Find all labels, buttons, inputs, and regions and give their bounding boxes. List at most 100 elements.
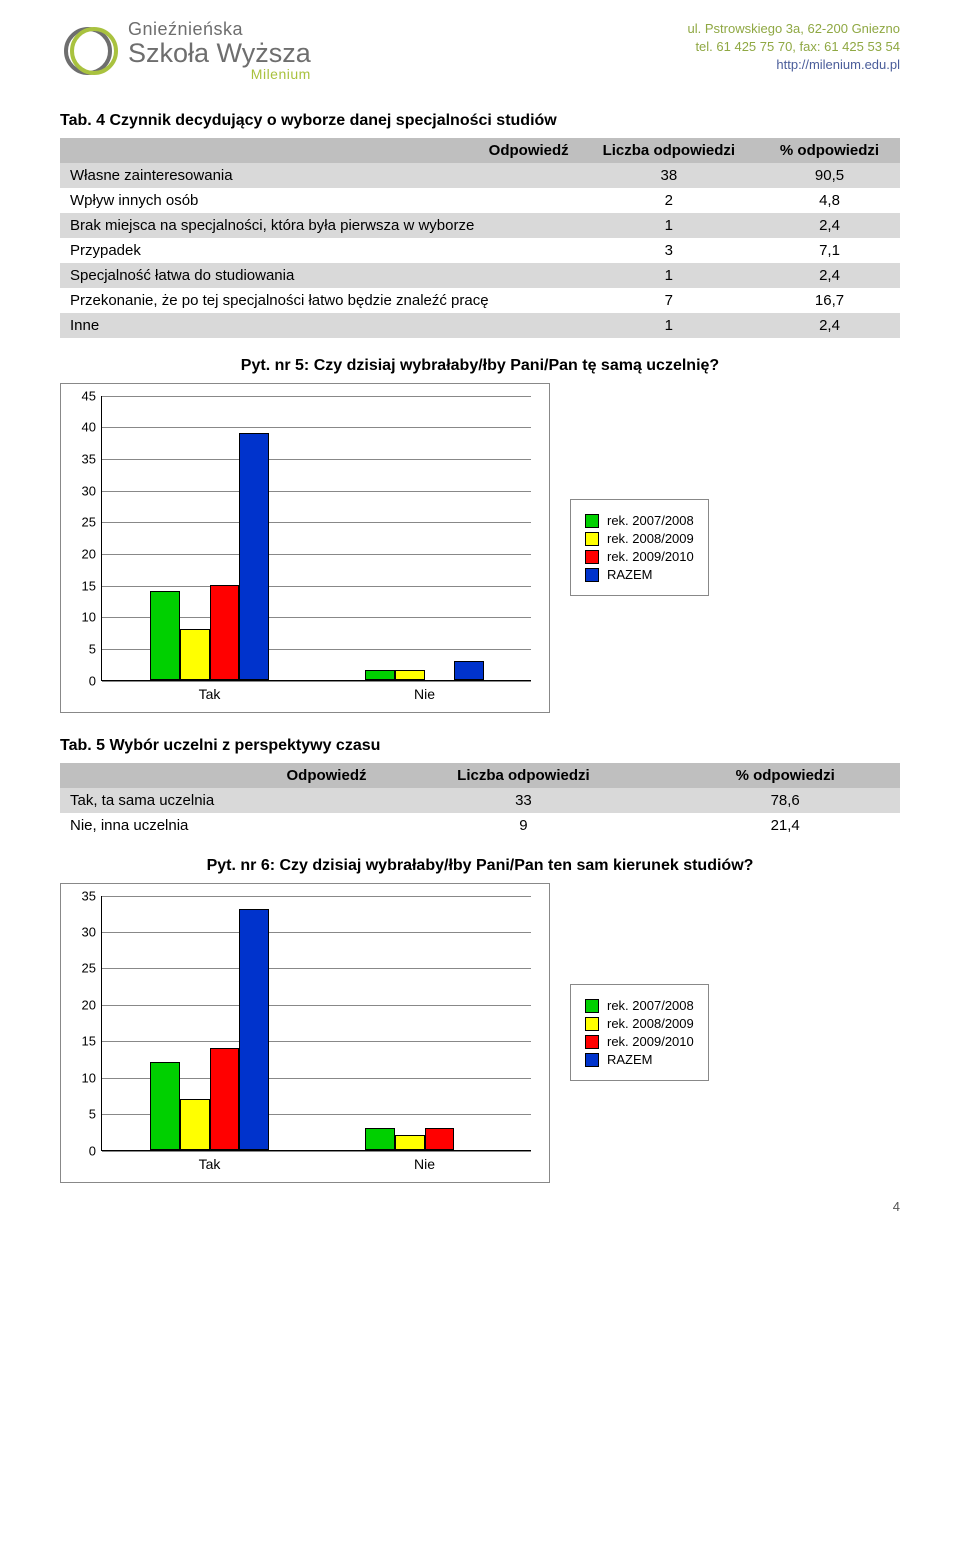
chart6-bar: [210, 1048, 240, 1150]
contact-url: http://milenium.edu.pl: [688, 56, 900, 74]
table4-cell-label: Brak miejsca na specjalności, która była…: [60, 213, 579, 238]
chart6-bar: [425, 1128, 455, 1150]
table5-cell-pct: 78,6: [670, 788, 900, 813]
chart5-plot: 051015202530354045TakNie: [101, 396, 531, 681]
logo-line2: Szkoła Wyższa: [128, 39, 311, 67]
chart6-gridline: [102, 1041, 531, 1042]
table4-cell-count: 1: [579, 263, 759, 288]
chart6-title: Pyt. nr 6: Czy dzisiaj wybrałaby/łby Pan…: [60, 856, 900, 877]
chart6-legend-label: rek. 2007/2008: [607, 998, 694, 1013]
logo: Gnieźnieńska Szkoła Wyższa Milenium: [60, 20, 311, 82]
chart5-gridline: [102, 586, 531, 587]
table4-col-1: Liczba odpowiedzi: [579, 138, 759, 163]
chart5-legend: rek. 2007/2008rek. 2008/2009rek. 2009/20…: [570, 499, 709, 596]
chart5-gridline: [102, 554, 531, 555]
chart6-xtick: Tak: [170, 1150, 250, 1172]
chart5-gridline: [102, 522, 531, 523]
chart6-ytick: 25: [82, 961, 102, 976]
chart5-area: 051015202530354045TakNie: [60, 383, 550, 713]
table4-cell-label: Własne zainteresowania: [60, 163, 579, 188]
table4-row: Własne zainteresowania3890,5: [60, 163, 900, 188]
chart5-legend-label: rek. 2007/2008: [607, 513, 694, 528]
table4-cell-count: 38: [579, 163, 759, 188]
chart5-ytick: 0: [89, 673, 102, 688]
chart6-legend-swatch: [585, 1035, 599, 1049]
chart5-title: Pyt. nr 5: Czy dzisiaj wybrałaby/łby Pan…: [60, 356, 900, 377]
logo-mark: [60, 21, 120, 81]
chart5-ytick: 25: [82, 515, 102, 530]
chart5-legend-label: rek. 2008/2009: [607, 531, 694, 546]
chart5-gridline: [102, 681, 531, 682]
chart5-bar: [365, 670, 395, 680]
chart6-legend-item: rek. 2008/2009: [585, 1016, 694, 1031]
table4-cell-count: 1: [579, 313, 759, 338]
table4-cell-count: 3: [579, 238, 759, 263]
chart5-xtick: Tak: [170, 680, 250, 702]
chart6-bar: [239, 909, 269, 1149]
chart5-gridline: [102, 396, 531, 397]
table4-row: Brak miejsca na specjalności, która była…: [60, 213, 900, 238]
chart6-xtick: Nie: [385, 1150, 465, 1172]
chart5-bar: [395, 670, 425, 680]
table5-row: Tak, ta sama uczelnia3378,6: [60, 788, 900, 813]
table4-cell-pct: 7,1: [759, 238, 900, 263]
chart6-ytick: 20: [82, 997, 102, 1012]
table4-col-0: Odpowiedź: [60, 138, 579, 163]
table5-cell-label: Nie, inna uczelnia: [60, 813, 376, 838]
chart6-bar: [365, 1128, 395, 1150]
chart6-legend-swatch: [585, 999, 599, 1013]
table4-cell-label: Przekonanie, że po tej specjalności łatw…: [60, 288, 579, 313]
chart6-ytick: 15: [82, 1034, 102, 1049]
chart5-ytick: 5: [89, 642, 102, 657]
table4-cell-pct: 16,7: [759, 288, 900, 313]
chart6-gridline: [102, 1005, 531, 1006]
chart5-ytick: 20: [82, 547, 102, 562]
table4-row: Wpływ innych osób24,8: [60, 188, 900, 213]
chart5-ytick: 15: [82, 578, 102, 593]
chart6-wrap: 05101520253035TakNie rek. 2007/2008rek. …: [60, 883, 900, 1183]
chart6-legend-item: rek. 2007/2008: [585, 998, 694, 1013]
chart5-xtick: Nie: [385, 680, 465, 702]
logo-line1: Gnieźnieńska: [128, 20, 311, 39]
chart5-legend-item: RAZEM: [585, 567, 694, 582]
logo-text: Gnieźnieńska Szkoła Wyższa Milenium: [128, 20, 311, 82]
chart6-legend-swatch: [585, 1017, 599, 1031]
page-number: 4: [60, 1199, 900, 1214]
table4-cell-label: Przypadek: [60, 238, 579, 263]
chart6-bar: [150, 1062, 180, 1149]
chart5-legend-swatch: [585, 514, 599, 528]
table4-cell-label: Specjalność łatwa do studiowania: [60, 263, 579, 288]
chart6-legend-label: RAZEM: [607, 1052, 653, 1067]
chart6-gridline: [102, 932, 531, 933]
table4-cell-label: Inne: [60, 313, 579, 338]
chart5-bar: [239, 433, 269, 680]
logo-line3: Milenium: [128, 67, 311, 82]
chart6-bar: [395, 1135, 425, 1150]
table5-cell-count: 9: [376, 813, 670, 838]
table4-cell-pct: 90,5: [759, 163, 900, 188]
chart5-ytick: 45: [82, 388, 102, 403]
chart5-wrap: 051015202530354045TakNie rek. 2007/2008 r…: [60, 383, 900, 713]
chart6-bar: [180, 1099, 210, 1150]
table5-col-0: Odpowiedź: [60, 763, 376, 788]
table5-cell-pct: 21,4: [670, 813, 900, 838]
contact-phone: tel. 61 425 75 70, fax: 61 425 53 54: [688, 38, 900, 56]
table5-row: Nie, inna uczelnia921,4: [60, 813, 900, 838]
chart5-bar: [454, 661, 484, 680]
table4-cell-count: 7: [579, 288, 759, 313]
chart6-gridline: [102, 968, 531, 969]
table4-cell-count: 1: [579, 213, 759, 238]
chart6-legend-swatch: [585, 1053, 599, 1067]
chart6-gridline: [102, 896, 531, 897]
chart5-ytick: 40: [82, 420, 102, 435]
contact-block: ul. Pstrowskiego 3a, 62-200 Gniezno tel.…: [688, 20, 900, 75]
chart6-legend-item: RAZEM: [585, 1052, 694, 1067]
chart6-plot: 05101520253035TakNie: [101, 896, 531, 1151]
chart5-gridline: [102, 459, 531, 460]
chart5-gridline: [102, 427, 531, 428]
chart5-legend-item: rek. 2007/2008: [585, 513, 694, 528]
chart6-ytick: 35: [82, 888, 102, 903]
table4-cell-count: 2: [579, 188, 759, 213]
chart6-legend: rek. 2007/2008 rek. 2008/2009 rek. 2009/20…: [570, 984, 709, 1081]
chart6-legend-item: rek. 2009/2010: [585, 1034, 694, 1049]
